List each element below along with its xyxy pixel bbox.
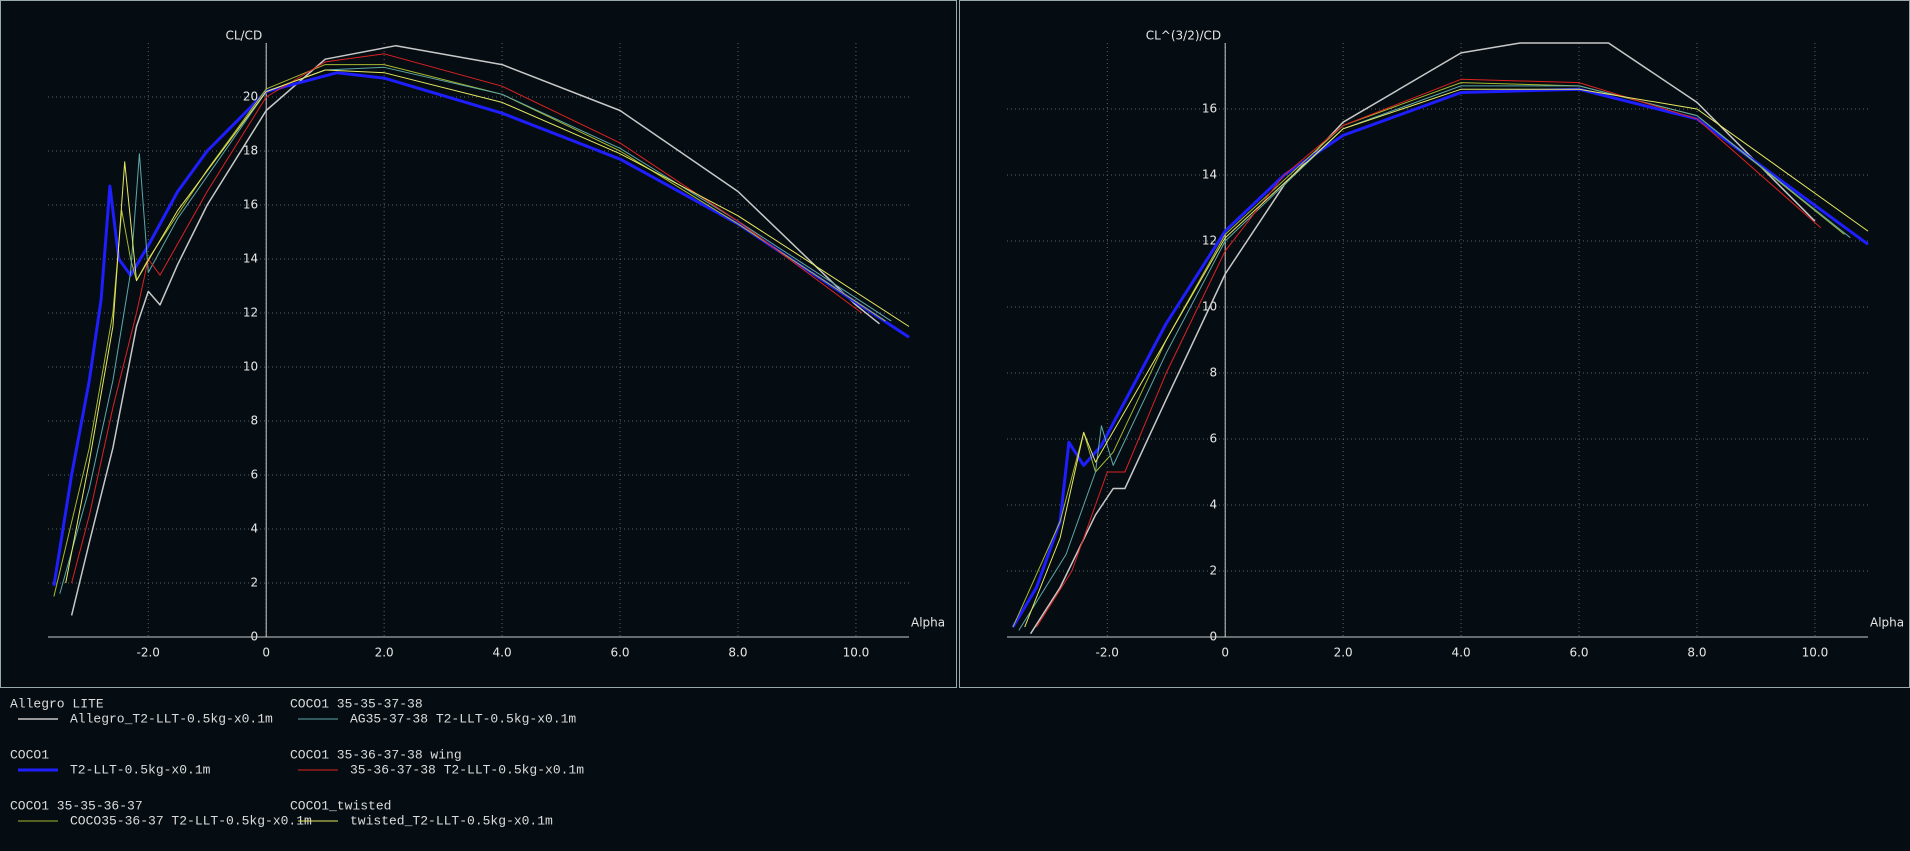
x-axis-title: Alpha — [911, 616, 945, 630]
series-line — [70, 44, 880, 616]
legend-label: COCO35-36-37 T2-LLT-0.5kg-x0.1m — [70, 813, 312, 828]
y-tick-label: 16 — [1202, 102, 1217, 116]
legend-name: Allegro LITE — [10, 696, 104, 711]
legend-name: COCO1 35-35-36-37 — [10, 798, 143, 813]
legend-name: COCO1 35-35-37-38 — [290, 696, 423, 711]
legend-label: AG35-37-38 T2-LLT-0.5kg-x0.1m — [350, 711, 576, 726]
series-line — [65, 69, 910, 584]
series-line — [52, 71, 910, 586]
x-tick-label: 4.0 — [1452, 646, 1471, 660]
y-tick-label: 8 — [1210, 366, 1218, 380]
y-tick-label: 18 — [243, 144, 258, 158]
y-axis-title: CL/CD — [225, 29, 262, 43]
y-tick-label: 16 — [243, 198, 258, 212]
x-axis-title: Alpha — [1870, 616, 1904, 630]
series-line — [71, 53, 863, 584]
x-tick-label: -2.0 — [1096, 646, 1119, 660]
y-tick-label: 8 — [251, 414, 259, 428]
x-tick-label: 8.0 — [728, 646, 747, 660]
series-line — [1018, 85, 1851, 631]
series-line — [59, 66, 892, 594]
x-tick-label: 8.0 — [1687, 646, 1706, 660]
legend-label: Allegro_T2-LLT-0.5kg-x0.1m — [70, 711, 273, 726]
y-tick-label: 6 — [251, 468, 259, 482]
legend-label: T2-LLT-0.5kg-x0.1m — [70, 762, 211, 777]
legend-name: COCO1 35-36-37-38 wing — [290, 747, 462, 762]
y-tick-label: 4 — [251, 522, 259, 536]
y-tick-label: 14 — [1202, 168, 1217, 182]
y-tick-label: 6 — [1210, 432, 1218, 446]
y-tick-label: 12 — [243, 306, 258, 320]
x-tick-label: 6.0 — [1569, 646, 1588, 660]
legend-label: 35-36-37-38 T2-LLT-0.5kg-x0.1m — [350, 762, 584, 777]
series-line — [1036, 78, 1822, 628]
y-tick-label: 4 — [1210, 498, 1218, 512]
y-tick-label: 10 — [243, 360, 258, 374]
legend-label: twisted_T2-LLT-0.5kg-x0.1m — [350, 813, 553, 828]
x-tick-label: 4.0 — [493, 646, 512, 660]
y-tick-label: 2 — [1210, 564, 1218, 578]
series-line — [1012, 82, 1845, 628]
x-tick-label: 0 — [1221, 646, 1229, 660]
x-tick-label: 0 — [262, 646, 270, 660]
x-tick-label: -2.0 — [137, 646, 160, 660]
legend-name: COCO1_twisted — [290, 798, 391, 813]
y-tick-label: 2 — [251, 576, 259, 590]
series-line — [1011, 87, 1869, 628]
x-tick-label: 2.0 — [1334, 646, 1353, 660]
legend-name: COCO1 — [10, 747, 49, 762]
x-tick-label: 2.0 — [375, 646, 394, 660]
y-tick-label: 20 — [243, 90, 258, 104]
y-tick-label: 14 — [243, 252, 258, 266]
left-panel — [0, 0, 957, 688]
y-tick-label: 12 — [1202, 234, 1217, 248]
x-tick-label: 6.0 — [610, 646, 629, 660]
x-tick-label: 10.0 — [843, 646, 870, 660]
series-line — [1029, 42, 1816, 635]
series-line — [1024, 88, 1869, 628]
x-tick-label: 10.0 — [1802, 646, 1829, 660]
series-line — [53, 64, 886, 597]
y-axis-title: CL^(3/2)/CD — [1146, 29, 1221, 43]
